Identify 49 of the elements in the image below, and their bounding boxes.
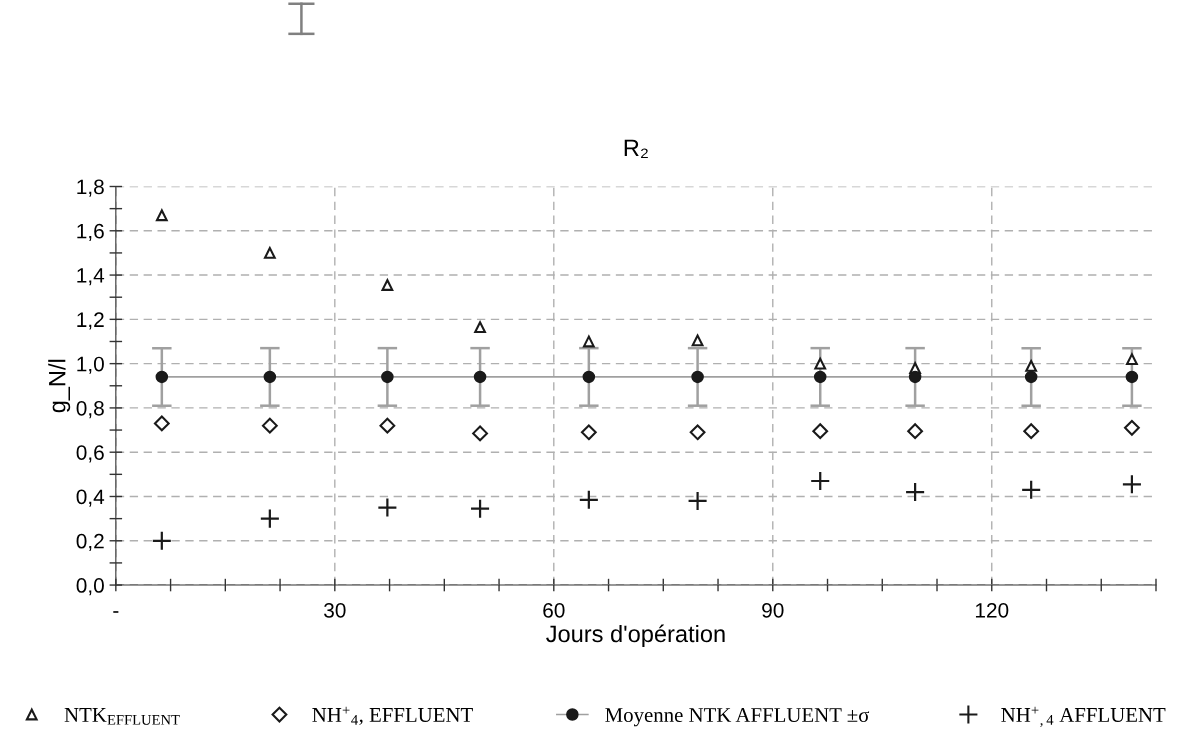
point	[812, 423, 829, 440]
point	[689, 424, 706, 441]
point	[1123, 419, 1140, 436]
point	[814, 357, 827, 370]
legend-label: NH$^{+}$$_{,4}$ AFFLUENT	[1001, 706, 1166, 727]
point	[469, 498, 491, 519]
point	[379, 417, 396, 434]
x-tick-label: 120	[975, 602, 1009, 618]
legend-label: NTK$_{EFFLUENT}$	[64, 708, 180, 725]
x-tick-label: 90	[762, 602, 784, 618]
y-tick-label: 0,8	[76, 400, 104, 419]
point	[259, 508, 280, 529]
point	[151, 530, 172, 551]
point	[1025, 359, 1038, 372]
point	[691, 334, 704, 347]
point	[582, 335, 595, 348]
y-tick-label: 1,2	[77, 312, 104, 330]
point	[687, 490, 708, 512]
point	[907, 423, 924, 440]
point	[1121, 474, 1143, 495]
y-tick-label: 0,4	[76, 489, 105, 507]
point	[578, 489, 599, 510]
x-tick-label: 30	[324, 602, 346, 618]
legend-label: NH$^{+}$$_{4}$, EFFLUENT	[312, 706, 473, 725]
point	[377, 497, 398, 518]
point	[153, 415, 170, 432]
y-tick-label: 0,0	[76, 578, 104, 596]
x-axis-title: Jours d'opération	[546, 624, 725, 647]
point	[904, 481, 926, 503]
point	[472, 425, 488, 442]
y-tick-label: 0,2	[76, 533, 104, 551]
point	[474, 321, 486, 333]
point	[810, 470, 831, 492]
point	[1021, 479, 1042, 500]
chart-title: R₂	[624, 139, 648, 158]
point	[580, 424, 597, 441]
y-tick-label: 1,0	[77, 356, 104, 374]
y-tick-label: 1,6	[77, 223, 104, 241]
y-tick-label: 1,8	[77, 179, 104, 197]
y-axis-title: g_N/l	[48, 359, 71, 413]
point	[1126, 353, 1138, 366]
y-tick-label: 1,4	[77, 268, 105, 286]
point	[1023, 423, 1040, 440]
point	[155, 209, 168, 222]
point	[261, 417, 278, 434]
x-tick-label: 60	[543, 602, 565, 618]
y-tick-label: 0,6	[76, 445, 104, 463]
legend-label: Moyenne NTK AFFLUENT ±σ	[605, 708, 870, 727]
x-tick-label: -	[113, 611, 119, 613]
